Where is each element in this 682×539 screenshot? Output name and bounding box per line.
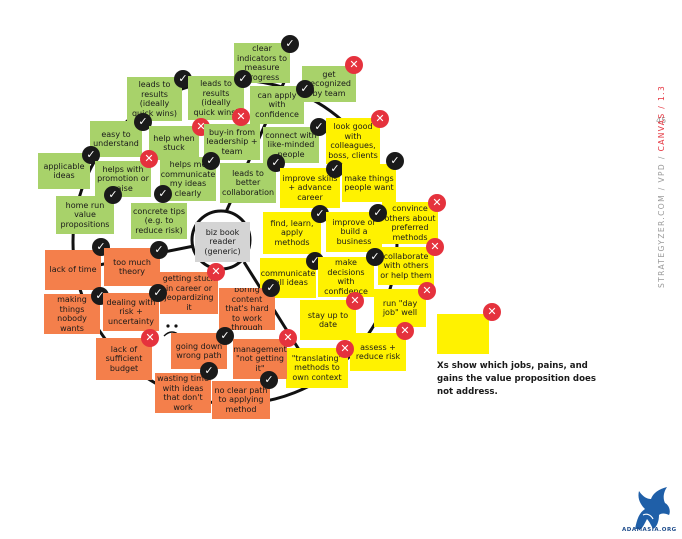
check-icon: ✓ — [150, 241, 168, 259]
check-icon: ✓ — [149, 284, 167, 302]
pain-note: dealing with risk + uncertainty — [103, 293, 159, 331]
x-icon: ✕ — [483, 303, 501, 321]
x-icon: ✕ — [426, 238, 444, 256]
pain-note: wasting time with ideas that don't work — [155, 373, 211, 413]
check-icon: ✓ — [369, 204, 387, 222]
job-note: assess + reduce risk — [350, 333, 406, 371]
check-icon: ✓ — [216, 327, 234, 345]
pain-note: getting stuck in career or jeopardizing … — [160, 272, 218, 314]
gain-note: home run value propositions — [56, 196, 114, 234]
check-icon: ✓ — [326, 160, 344, 178]
job-note: make decisions with confidence — [318, 257, 374, 297]
check-icon: ✓ — [234, 70, 252, 88]
check-icon: ✓ — [202, 152, 220, 170]
x-icon: ✕ — [371, 110, 389, 128]
legend-text: Xs show which jobs, pains, and gains the… — [437, 361, 596, 397]
check-icon: ✓ — [262, 279, 280, 297]
job-note: run "day job" well — [374, 289, 426, 327]
check-icon: ✓ — [311, 205, 329, 223]
x-icon: ✕ — [418, 282, 436, 300]
job-note: look good with colleagues, boss, clients — [326, 118, 380, 164]
gain-note: help when stuck — [149, 126, 199, 160]
x-icon: ✕ — [336, 340, 354, 358]
sidebar-prefix: STRATEGYZER.COM / VPD / — [657, 151, 666, 288]
x-icon: ✕ — [346, 292, 364, 310]
gain-note: helps with promotion or raise — [95, 161, 151, 197]
job-note: collaborate with others or help them — [378, 247, 434, 285]
center-label: biz book reader (generic) — [195, 222, 250, 262]
pain-note: management "not getting it" — [233, 339, 287, 379]
job-note: find, learn, apply methods — [263, 212, 321, 254]
x-icon: ✕ — [140, 150, 158, 168]
x-icon: ✕ — [207, 263, 225, 281]
check-icon: ✓ — [296, 80, 314, 98]
pain-note: lack of sufficient budget — [96, 338, 152, 380]
gain-note: leads to results (ideally quick wins) — [127, 77, 182, 121]
check-icon: ✓ — [154, 185, 172, 203]
check-icon: ✓ — [386, 152, 404, 170]
check-icon: ✓ — [260, 371, 278, 389]
job-note: stay up to date — [300, 300, 356, 340]
check-icon: ✓ — [104, 186, 122, 204]
check-icon: ✓ — [174, 70, 192, 88]
sidebar-section: CANVAS / 1.3 — [657, 84, 666, 152]
griffin-logo — [635, 487, 670, 529]
pain-note: making things nobody wants — [44, 294, 100, 334]
gain-note: can apply with confidence — [250, 86, 304, 124]
x-icon: ✕ — [345, 56, 363, 74]
job-note: convince others about preferred methods — [382, 202, 438, 244]
gain-note: concrete tips (e.g. to reduce risk) — [131, 203, 187, 239]
gain-note: applicable ideas — [38, 153, 90, 189]
pain-note: lack of time — [45, 250, 101, 290]
job-note: make things people want — [342, 164, 396, 202]
check-icon: ✓ — [267, 154, 285, 172]
check-icon: ✓ — [310, 118, 328, 136]
sad-face-eye-icon — [166, 324, 170, 328]
check-icon: ✓ — [281, 35, 299, 53]
gain-note: leads to better collaboration — [220, 163, 276, 203]
sidebar-breadcrumb: STRATEGYZER.COM / VPD / CANVAS / 1.3 — [657, 85, 666, 288]
check-icon: ✓ — [366, 248, 384, 266]
legend-swatch — [437, 314, 489, 354]
x-icon: ✕ — [141, 329, 159, 347]
check-icon: ✓ — [200, 362, 218, 380]
check-icon: ✓ — [82, 146, 100, 164]
logo-text: ADAMASIA.ORG — [622, 527, 677, 533]
check-icon: ✓ — [134, 113, 152, 131]
gain-note: clear indicators to measure progress — [234, 43, 290, 83]
x-icon: ✕ — [232, 108, 250, 126]
sad-face-eye-icon — [174, 324, 178, 328]
x-icon: ✕ — [279, 329, 297, 347]
page-number: 45 — [656, 116, 667, 125]
pain-note: no clear path to applying method — [212, 381, 270, 419]
x-icon: ✕ — [396, 322, 414, 340]
x-icon: ✕ — [428, 194, 446, 212]
